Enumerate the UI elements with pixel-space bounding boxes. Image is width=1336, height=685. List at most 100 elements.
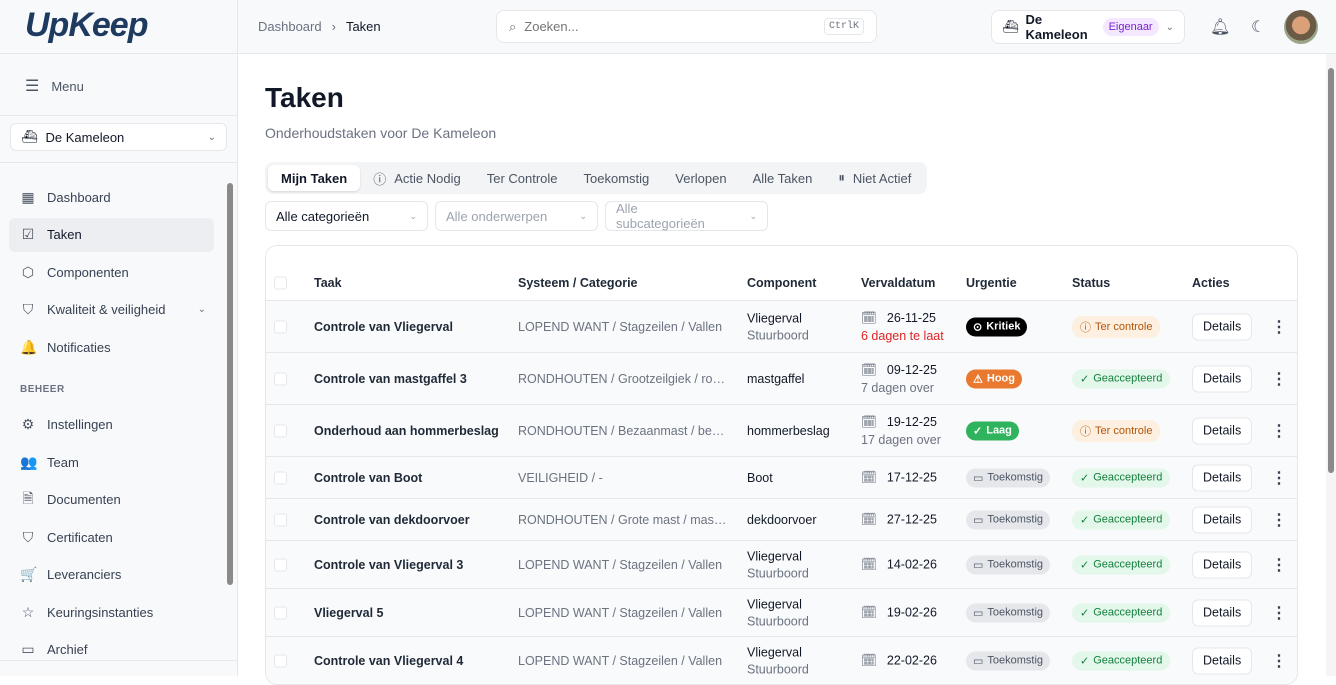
row-checkbox[interactable]: [274, 606, 287, 619]
row-checkbox[interactable]: [274, 372, 287, 385]
org-selector[interactable]: ⛴ De Kameleon Eigenaar ⌄: [991, 10, 1185, 44]
sidebar-item-componenten[interactable]: ⬡ Componenten: [21, 263, 129, 280]
sidebar-item-team[interactable]: 👥 Team: [20, 453, 79, 470]
sidebar-item-leveranciers[interactable]: 🛒 Leveranciers: [20, 566, 122, 582]
urgency-icon: ▭: [973, 514, 984, 526]
task-name[interactable]: Controle van dekdoorvoer: [314, 512, 470, 527]
more-vertical-icon[interactable]: ⋮: [1271, 511, 1287, 529]
sidebar-item-taken[interactable]: ☑ Taken: [9, 217, 214, 252]
avatar[interactable]: [1284, 10, 1318, 44]
menu-toggle[interactable]: ☰ Menu: [25, 78, 84, 95]
details-button[interactable]: Details: [1192, 313, 1253, 340]
search-box[interactable]: ⌕ CtrlK: [496, 10, 877, 43]
more-vertical-icon[interactable]: ⋮: [1271, 318, 1287, 336]
table-row[interactable]: Controle van Vliegerval LOPEND WANT / Sta…: [266, 301, 1297, 353]
task-name[interactable]: Controle van Vliegerval: [314, 319, 453, 334]
more-vertical-icon[interactable]: ⋮: [1271, 469, 1287, 487]
tab-actie-nodig[interactable]: ⓘ Actie Nodig: [373, 170, 461, 187]
page-scrollbar[interactable]: [1326, 54, 1336, 676]
moon-icon[interactable]: ☾: [1251, 19, 1266, 36]
sidebar-item-certificaten[interactable]: ⛉ Certificaten: [9, 520, 214, 554]
sidebar: UpKeep ☰ Menu ⛴ De Kameleon ⌄ ▦ Dashboard ☑ Ta…: [0, 0, 238, 676]
row-checkbox[interactable]: [274, 558, 287, 571]
table-row[interactable]: Controle van mastgaffel 3 RONDHOUTEN / Gr…: [266, 353, 1297, 405]
row-menu-button[interactable]: ⋮: [1271, 510, 1287, 530]
details-button[interactable]: Details: [1192, 417, 1253, 444]
table-row[interactable]: Controle van Boot VEILIGHEID / - Boot 🗓︎ 17-…: [266, 457, 1297, 499]
task-name[interactable]: Vliegerval 5: [314, 605, 384, 620]
sidebar-item-kwaliteit-veiligheid[interactable]: ⛉ Kwaliteit & veiligheid ⌄: [9, 293, 214, 327]
column-header[interactable]: Taak: [314, 276, 342, 290]
task-name[interactable]: Controle van Boot: [314, 470, 423, 485]
sidebar-item-archief[interactable]: ▭ Archief: [21, 641, 88, 657]
row-menu-button[interactable]: ⋮: [1271, 603, 1287, 623]
more-vertical-icon[interactable]: ⋮: [1271, 422, 1287, 440]
table-row[interactable]: Controle van dekdoorvoer RONDHOUTEN / Gro…: [266, 499, 1297, 541]
tab-alle-taken[interactable]: Alle Taken: [752, 170, 813, 186]
more-vertical-icon[interactable]: ⋮: [1271, 556, 1287, 574]
column-header[interactable]: Component: [747, 276, 817, 290]
sidebar-item-documenten[interactable]: 🗎 Documenten: [9, 483, 214, 517]
details-button[interactable]: Details: [1192, 599, 1253, 626]
more-vertical-icon[interactable]: ⋮: [1271, 652, 1287, 670]
bell-icon[interactable]: 🔔︎: [1210, 19, 1231, 36]
column-header[interactable]: Urgentie: [966, 276, 1017, 290]
row-menu-button[interactable]: ⋮: [1271, 468, 1287, 488]
sidebar-item-notificaties[interactable]: 🔔 Notificaties: [20, 338, 111, 355]
row-checkbox[interactable]: [274, 513, 287, 526]
sidebar-item-instellingen[interactable]: ⚙ Instellingen: [21, 416, 113, 432]
sidebar-scrollbar[interactable]: [227, 183, 233, 585]
details-button[interactable]: Details: [1192, 365, 1253, 392]
calendar-icon: 🗓︎: [861, 557, 877, 571]
task-name[interactable]: Onderhoud aan hommerbeslag: [314, 423, 499, 438]
table-row[interactable]: Controle van Vliegerval 4 LOPEND WANT / S…: [266, 637, 1297, 684]
row-menu-button[interactable]: ⋮: [1271, 421, 1287, 441]
urgency-badge: ⊙ Kritiek: [966, 317, 1028, 336]
table-row[interactable]: Vliegerval 5 LOPEND WANT / Stagzeilen / V…: [266, 589, 1297, 637]
table-row[interactable]: Onderhoud aan hommerbeslag RONDHOUTEN / B…: [266, 405, 1297, 457]
select-all-checkbox[interactable]: [274, 276, 287, 290]
urgency-icon: ▭: [973, 607, 984, 619]
task-name[interactable]: Controle van Vliegerval 4: [314, 653, 464, 668]
sidebar-item-keuringsinstanties[interactable]: ☆ Keuringsinstanties: [21, 603, 154, 620]
row-checkbox[interactable]: [274, 424, 287, 437]
column-header[interactable]: Systeem / Categorie: [518, 276, 638, 290]
row-menu-button[interactable]: ⋮: [1271, 651, 1287, 671]
boat-selector[interactable]: ⛴ De Kameleon ⌄: [10, 123, 227, 151]
search-input[interactable]: [524, 19, 816, 34]
tab-toekomstig[interactable]: Toekomstig: [583, 170, 650, 186]
row-checkbox[interactable]: [274, 654, 287, 667]
details-button[interactable]: Details: [1192, 464, 1253, 491]
row-menu-button[interactable]: ⋮: [1271, 555, 1287, 575]
row-checkbox[interactable]: [274, 471, 287, 484]
row-checkbox[interactable]: [274, 320, 287, 333]
row-menu-button[interactable]: ⋮: [1271, 317, 1287, 337]
calendar-icon: 🗓︎: [861, 653, 877, 667]
task-name[interactable]: Controle van mastgaffel 3: [314, 371, 467, 386]
pause-icon: ⏸: [838, 170, 845, 185]
row-menu-button[interactable]: ⋮: [1271, 369, 1287, 389]
chevron-down-icon: ⌄: [409, 210, 417, 221]
column-header[interactable]: Status: [1072, 276, 1111, 290]
sidebar-item-dashboard[interactable]: ▦ Dashboard: [21, 188, 111, 205]
more-vertical-icon[interactable]: ⋮: [1271, 604, 1287, 622]
column-header[interactable]: Acties: [1192, 276, 1230, 290]
filter-select[interactable]: Alle onderwerpen ⌄: [435, 201, 598, 231]
tab-mijn-taken[interactable]: Mijn Taken: [268, 165, 361, 191]
scrollbar-thumb[interactable]: [1328, 68, 1334, 473]
filter-select[interactable]: Alle categorieën ⌄: [265, 201, 428, 231]
more-vertical-icon[interactable]: ⋮: [1271, 370, 1287, 388]
details-button[interactable]: Details: [1192, 551, 1253, 578]
column-header[interactable]: Vervaldatum: [861, 276, 936, 290]
breadcrumb-dashboard[interactable]: Dashboard: [258, 19, 322, 34]
details-button[interactable]: Details: [1192, 647, 1253, 674]
tab-verlopen[interactable]: Verlopen: [675, 170, 727, 186]
tab-ter-controle[interactable]: Ter Controle: [486, 170, 558, 186]
table-row[interactable]: Controle van Vliegerval 3 LOPEND WANT / S…: [266, 541, 1297, 589]
task-name[interactable]: Controle van Vliegerval 3: [314, 557, 464, 572]
tab-niet-actief[interactable]: ⏸ Niet Actief: [838, 170, 912, 186]
details-button[interactable]: Details: [1192, 506, 1253, 533]
component: Boot: [747, 470, 773, 485]
filter-select[interactable]: Alle subcategorieën ⌄: [605, 201, 768, 231]
system-category: RONDHOUTEN / Grote mast / mastv...: [518, 512, 728, 527]
